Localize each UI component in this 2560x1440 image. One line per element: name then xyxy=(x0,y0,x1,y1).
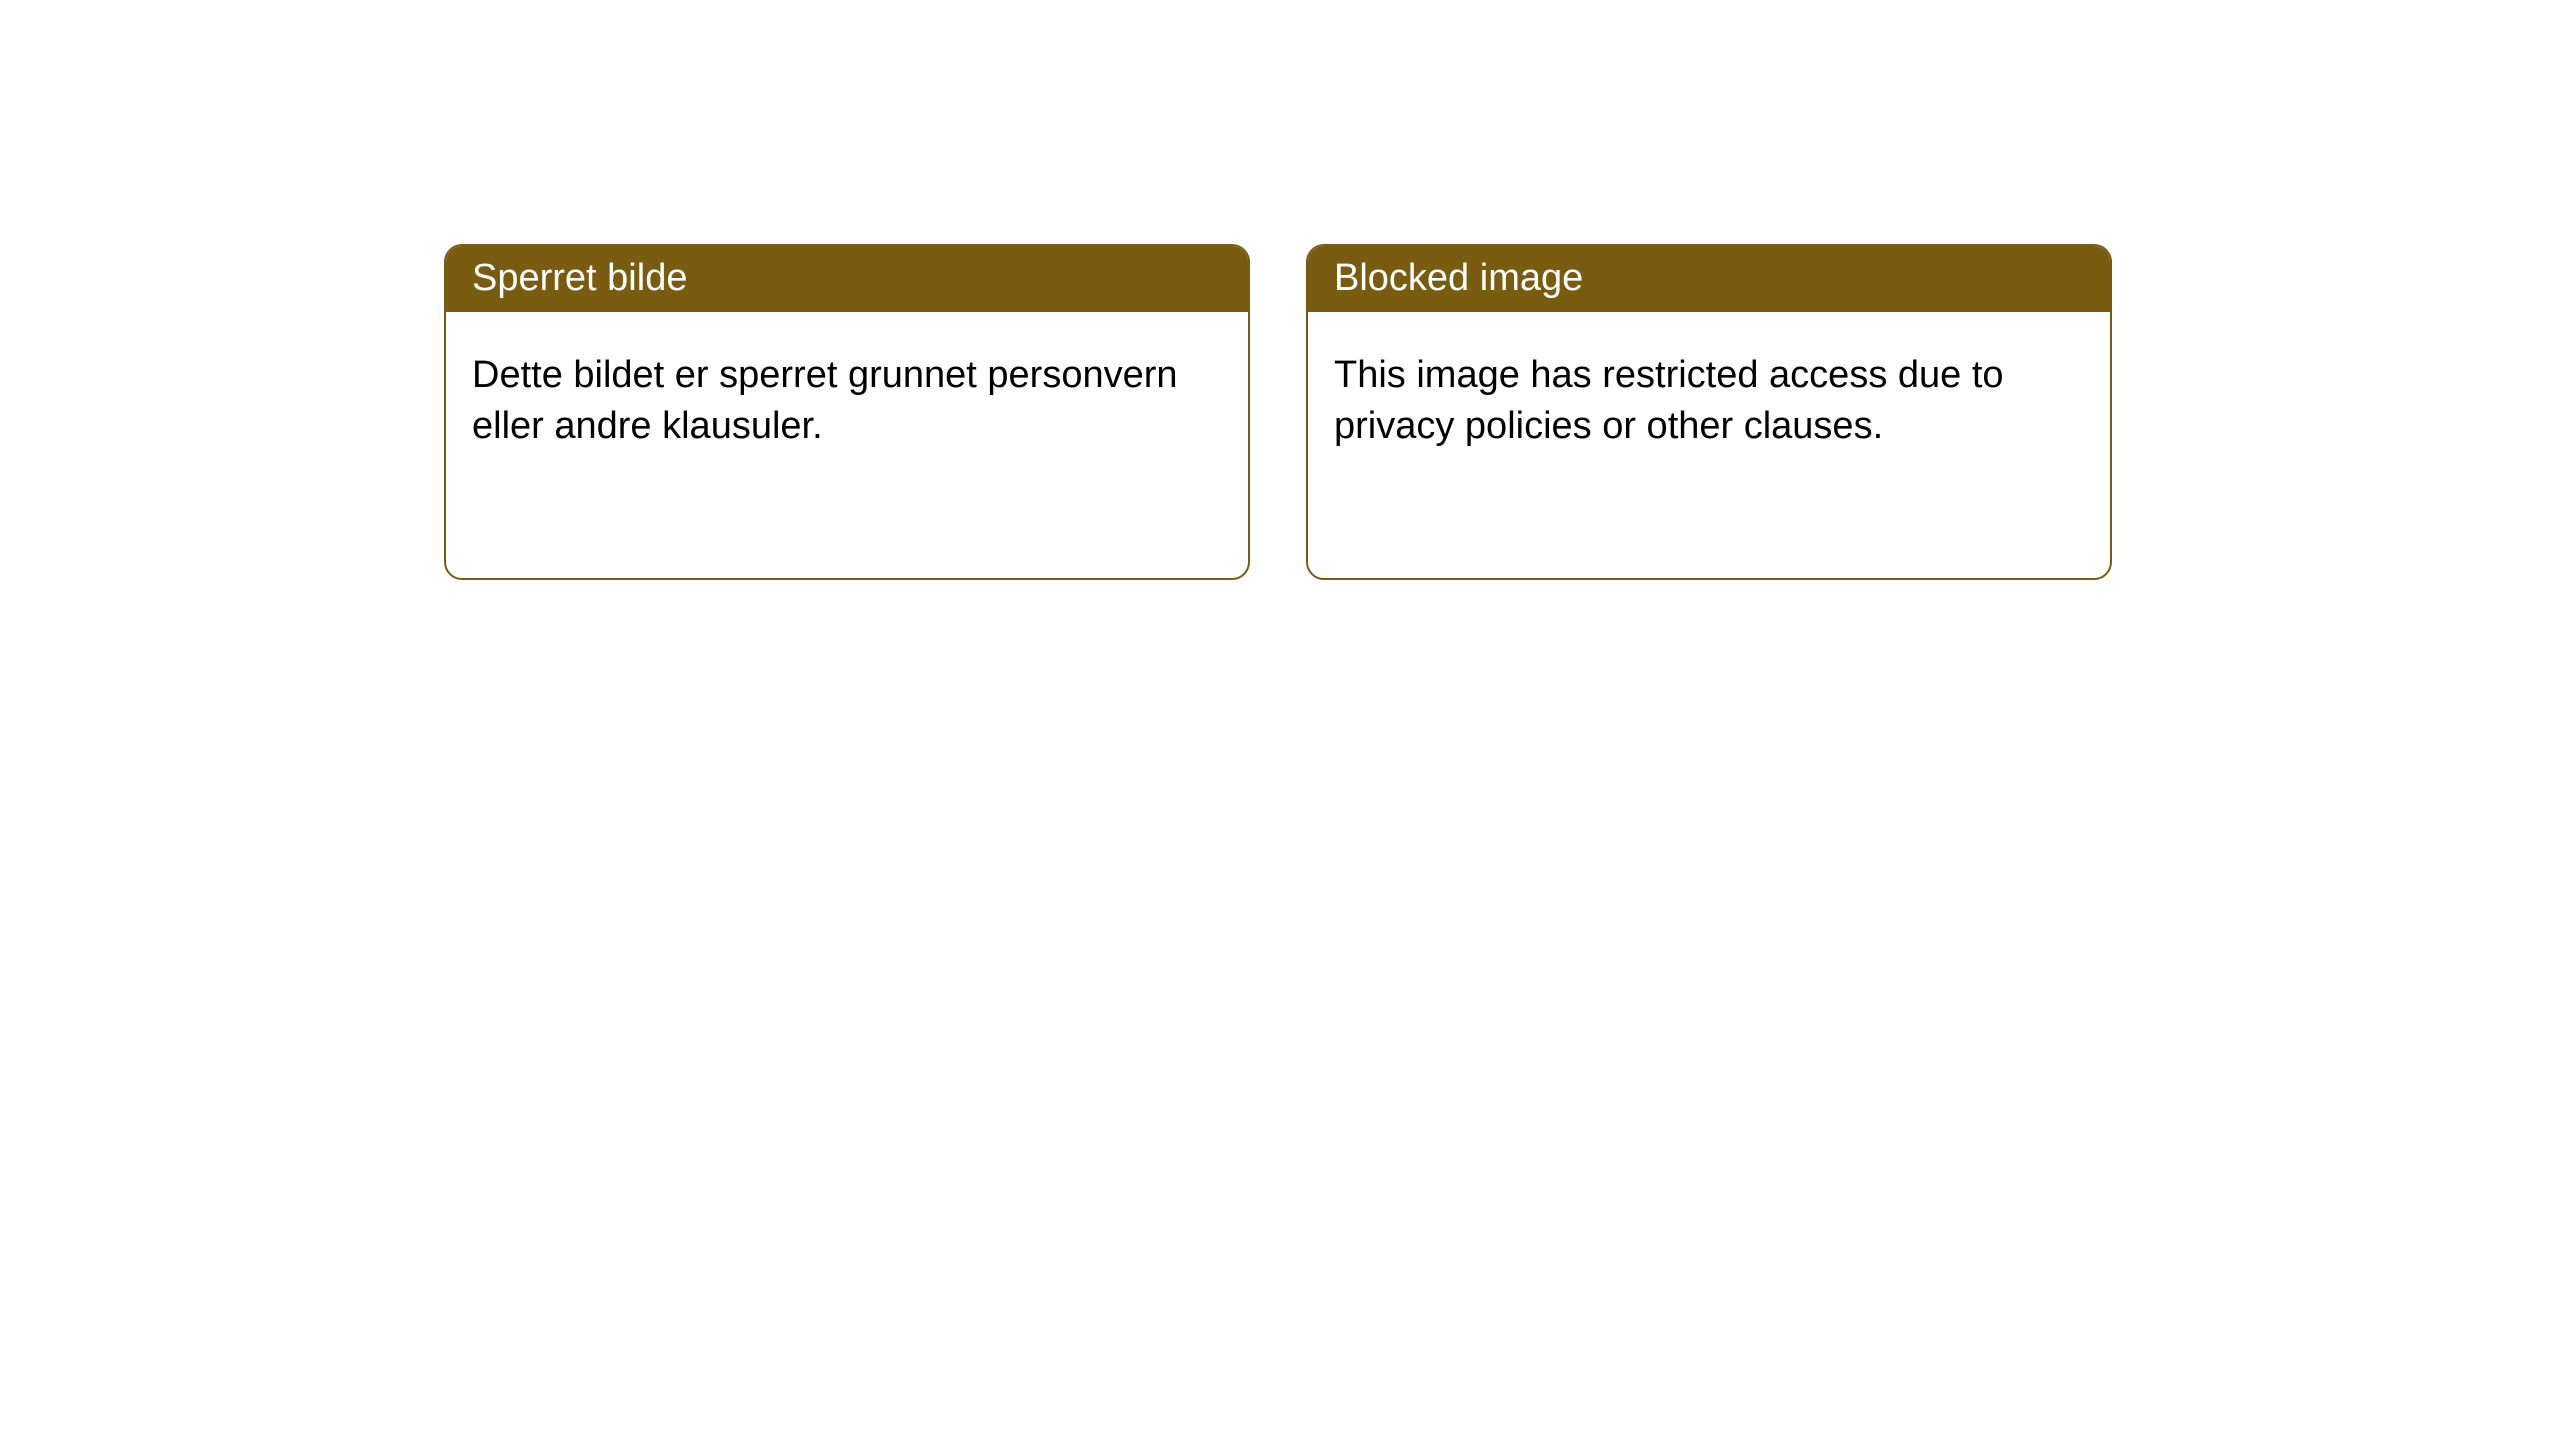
card-header-en: Blocked image xyxy=(1308,246,2110,312)
card-body-en: This image has restricted access due to … xyxy=(1308,312,2110,491)
notice-card-norwegian: Sperret bilde Dette bildet er sperret gr… xyxy=(444,244,1250,580)
card-header-no: Sperret bilde xyxy=(446,246,1248,312)
notice-container: Sperret bilde Dette bildet er sperret gr… xyxy=(0,0,2560,580)
card-body-no: Dette bildet er sperret grunnet personve… xyxy=(446,312,1248,491)
notice-card-english: Blocked image This image has restricted … xyxy=(1306,244,2112,580)
